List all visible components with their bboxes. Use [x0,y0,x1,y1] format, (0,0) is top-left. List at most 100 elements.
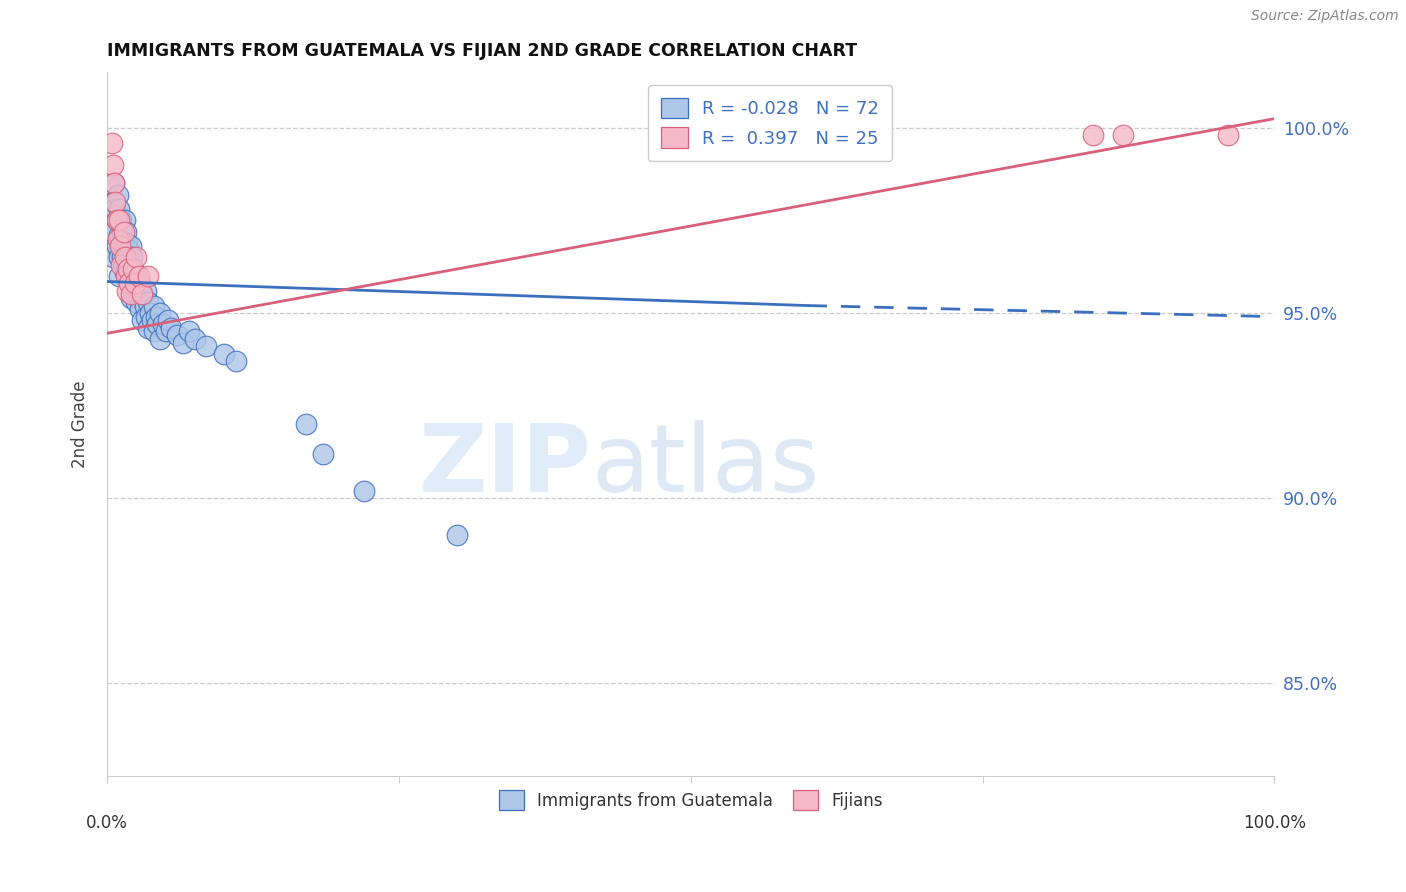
Text: ZIP: ZIP [419,420,592,512]
Point [172,335,194,350]
Point [103,177,125,191]
Point [134,299,156,313]
Point [1111,128,1133,143]
Point [108,251,131,265]
Point [143,299,166,313]
Point [353,483,375,498]
Point [128,291,150,305]
Point [135,284,157,298]
Point [115,225,138,239]
Point [120,239,142,253]
Point [136,320,159,334]
Point [135,310,157,324]
Point [104,194,127,209]
Point [195,339,218,353]
Point [136,268,159,283]
Text: Source: ZipAtlas.com: Source: ZipAtlas.com [1251,9,1399,23]
Point [111,225,134,239]
Text: 0.0%: 0.0% [86,814,128,832]
Point [156,313,179,327]
Point [177,325,200,339]
Point [146,317,169,331]
Point [125,294,148,309]
Point [122,261,145,276]
Point [120,291,142,305]
Point [108,268,131,283]
Point [101,158,124,172]
Point [101,136,124,150]
Point [149,332,172,346]
Point [108,228,131,243]
Point [136,294,159,309]
Text: IMMIGRANTS FROM GUATEMALA VS FIJIAN 2ND GRADE CORRELATION CHART: IMMIGRANTS FROM GUATEMALA VS FIJIAN 2ND … [107,42,858,60]
Point [184,332,207,346]
Point [115,235,138,250]
Point [120,265,142,279]
Point [101,251,124,265]
Point [127,280,149,294]
Point [105,213,128,227]
Point [103,177,125,191]
Text: 100.0%: 100.0% [1243,814,1306,832]
Point [1216,128,1239,143]
Text: atlas: atlas [592,420,820,512]
Point [446,528,468,542]
Point [115,251,138,265]
Point [312,446,335,460]
Point [225,354,247,368]
Point [149,306,172,320]
Point [124,277,146,291]
Point [122,261,145,276]
Point [112,258,135,272]
Point [105,239,128,253]
Point [112,232,135,246]
Point [122,273,145,287]
Point [294,417,316,431]
Point [101,225,124,239]
Point [131,313,153,327]
Point [118,277,141,291]
Point [115,268,138,283]
Point [110,213,132,227]
Point [152,317,174,331]
Point [115,261,138,276]
Point [114,251,136,265]
Point [166,328,188,343]
Point [110,258,132,272]
Point [108,213,131,227]
Point [105,213,128,227]
Point [104,202,127,217]
Point [128,268,150,283]
Point [120,287,142,301]
Point [107,187,129,202]
Point [101,194,124,209]
Y-axis label: 2nd Grade: 2nd Grade [72,380,89,467]
Point [108,202,131,217]
Point [143,325,166,339]
Point [212,346,235,360]
Point [121,251,143,265]
Legend: Immigrants from Guatemala, Fijians: Immigrants from Guatemala, Fijians [492,784,890,816]
Point [160,320,183,334]
Point [155,325,177,339]
Point [145,310,167,324]
Point [114,239,136,253]
Point [107,232,129,246]
Point [129,302,152,317]
Point [1083,128,1105,143]
Point [131,287,153,301]
Point [117,268,139,283]
Point [115,284,138,298]
Point [122,284,145,298]
Point [129,277,152,291]
Point [141,313,163,327]
Point [108,239,131,253]
Point [110,239,132,253]
Point [118,254,141,268]
Point [125,251,148,265]
Point [139,306,162,320]
Point [131,287,153,301]
Point [117,243,139,257]
Point [112,225,135,239]
Point [117,261,139,276]
